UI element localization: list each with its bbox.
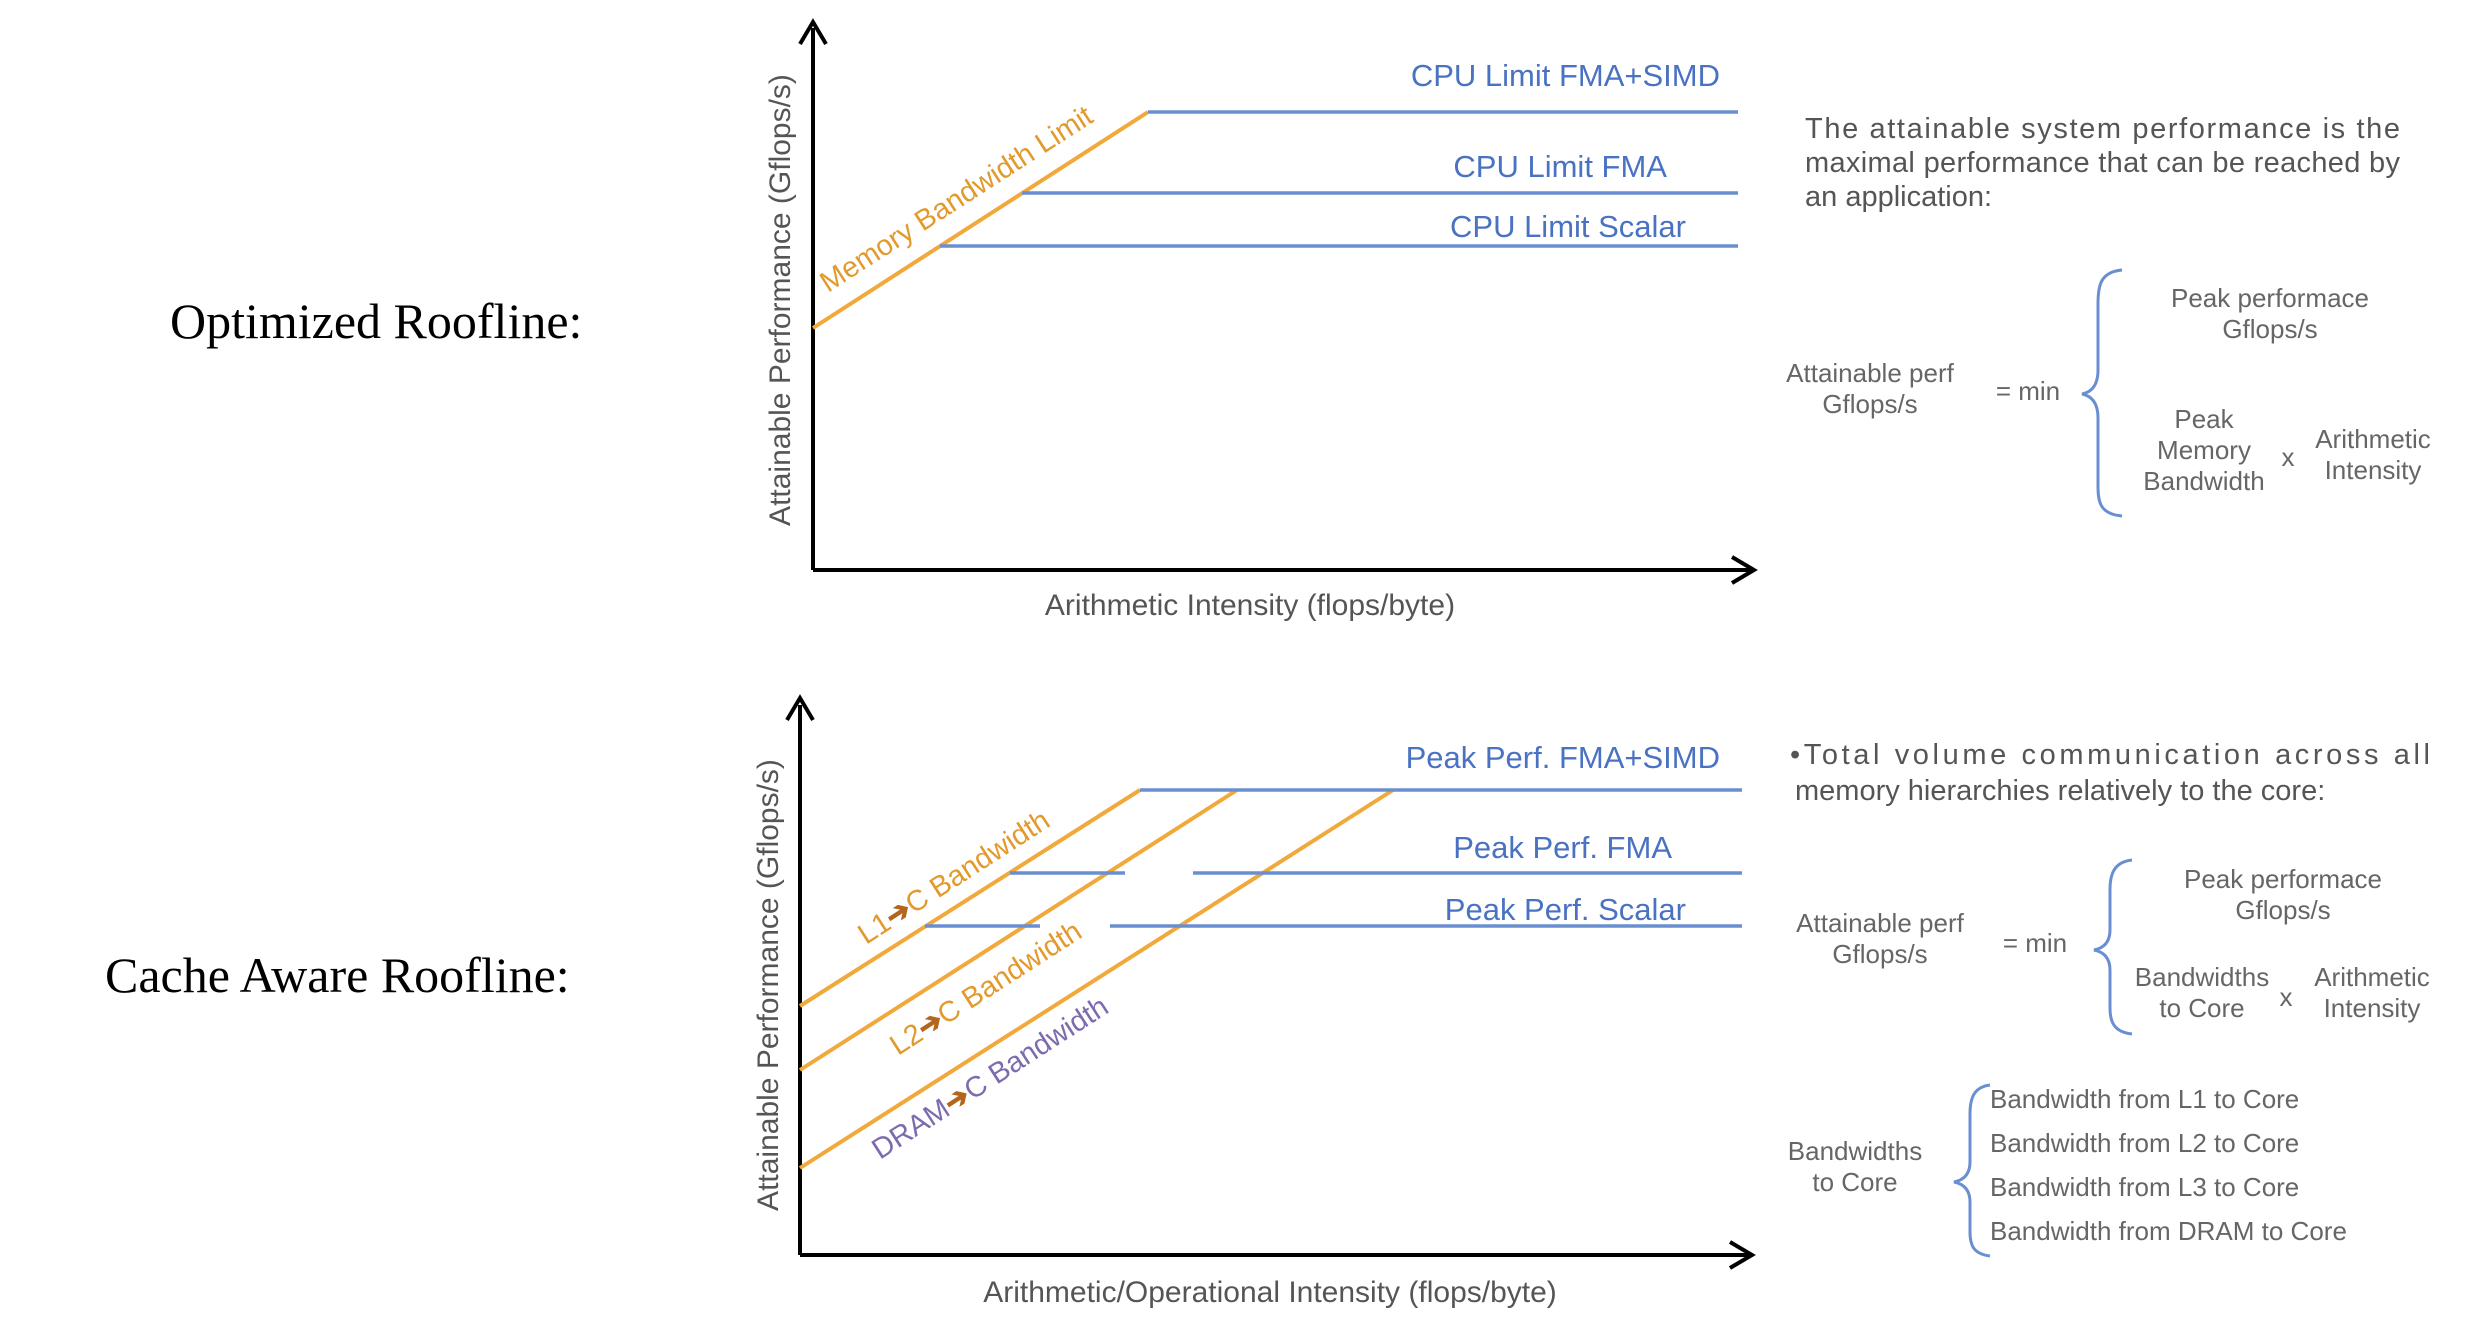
top-formula-min: = min bbox=[1996, 376, 2060, 406]
bottom-formula-lhs-line-1: Attainable perf bbox=[1796, 908, 1964, 938]
top-formula-times: x bbox=[2282, 442, 2295, 472]
top-formula-opt2-left-line-1: Peak bbox=[2174, 404, 2234, 434]
bandwidths-brace bbox=[1953, 1083, 1991, 1258]
bottom-formula-times: x bbox=[2280, 982, 2293, 1012]
cache-aware-roofline-title: Cache Aware Roofline: bbox=[105, 947, 570, 1003]
bottom-formula-opt2-right-line-1: Arithmetic bbox=[2314, 962, 2430, 992]
bottom-formula-brace bbox=[2093, 858, 2133, 1036]
bottom-formula-opt2-right-line-2: Intensity bbox=[2324, 993, 2421, 1023]
peak-perf-scalar-label: Peak Perf. Scalar bbox=[1445, 892, 1686, 927]
memory-bandwidth-limit-line bbox=[811, 110, 1150, 330]
cpu-limit-fma-label: CPU Limit FMA bbox=[1453, 149, 1667, 184]
bottom-formula-opt2-left-line-2: to Core bbox=[2159, 993, 2244, 1023]
bottom-formula-opt1-line-1: Peak performace bbox=[2184, 864, 2382, 894]
dram-bandwidth-label: DRAM➔C Bandwidth bbox=[866, 990, 1114, 1165]
top-x-axis-title: Arithmetic Intensity (flops/byte) bbox=[1045, 589, 1455, 622]
top-formula-lhs-line-1: Attainable perf bbox=[1786, 358, 1954, 388]
l1-bandwidth-line bbox=[798, 788, 1142, 1008]
bandwidth-item-dram: Bandwidth from DRAM to Core bbox=[1990, 1216, 2347, 1246]
bottom-formula-opt1-line-2: Gflops/s bbox=[2235, 895, 2330, 925]
bottom-y-axis-title: Attainable Performance (Gflops/s) bbox=[752, 759, 785, 1211]
memory-bandwidth-limit-label: Memory Bandwidth Limit bbox=[814, 100, 1098, 299]
top-formula-opt2-right-line-1: Arithmetic bbox=[2315, 424, 2431, 454]
bandwidths-lhs-line-2: to Core bbox=[1812, 1167, 1897, 1197]
bottom-x-axis-arrowhead bbox=[1728, 1240, 1756, 1270]
top-formula-opt2-left-line-3: Bandwidth bbox=[2143, 466, 2264, 496]
top-formula-opt1-line-1: Peak performace bbox=[2171, 283, 2369, 313]
cpu-limit-scalar-label: CPU Limit Scalar bbox=[1450, 209, 1686, 244]
bottom-x-axis-title: Arithmetic/Operational Intensity (flops/… bbox=[983, 1276, 1557, 1309]
l2-bandwidth-line bbox=[798, 788, 1239, 1072]
bottom-description-line-1: •Total volume communication across all bbox=[1790, 739, 2430, 771]
bottom-formula-opt2-left-line-1: Bandwidths bbox=[2135, 962, 2269, 992]
top-formula-brace bbox=[2081, 268, 2123, 518]
bottom-y-axis-arrowhead bbox=[785, 694, 815, 722]
bottom-formula-lhs-line-2: Gflops/s bbox=[1832, 939, 1927, 969]
bandwidth-item-l3: Bandwidth from L3 to Core bbox=[1990, 1172, 2299, 1202]
top-y-axis-title: Attainable Performance (Gflops/s) bbox=[764, 74, 797, 526]
top-formula-opt2-left-line-2: Memory bbox=[2157, 435, 2251, 465]
bottom-description-line-2: memory hierarchies relatively to the cor… bbox=[1795, 775, 2325, 807]
bandwidth-item-l1: Bandwidth from L1 to Core bbox=[1990, 1084, 2299, 1114]
peak-perf-fma-simd-label: Peak Perf. FMA+SIMD bbox=[1406, 740, 1720, 775]
top-description-line-1: The attainable system performance is the bbox=[1805, 113, 2400, 145]
top-x-axis-arrowhead bbox=[1730, 555, 1758, 585]
peak-perf-fma-label: Peak Perf. FMA bbox=[1453, 830, 1672, 865]
dram-bandwidth-line bbox=[798, 788, 1395, 1170]
l1-bandwidth-label: L1➔C Bandwidth bbox=[852, 804, 1055, 951]
top-y-axis-arrowhead bbox=[798, 18, 828, 46]
top-formula-lhs-line-2: Gflops/s bbox=[1822, 389, 1917, 419]
top-description-line-3: an application: bbox=[1805, 181, 1992, 213]
optimized-roofline-title: Optimized Roofline: bbox=[170, 293, 582, 349]
bandwidths-lhs-line-1: Bandwidths bbox=[1788, 1136, 1922, 1166]
bandwidth-item-l2: Bandwidth from L2 to Core bbox=[1990, 1128, 2299, 1158]
top-formula-opt2-right-line-2: Intensity bbox=[2325, 455, 2422, 485]
bottom-formula-min: = min bbox=[2003, 928, 2067, 958]
top-description-line-2: maximal performance that can be reached … bbox=[1805, 147, 2401, 179]
top-formula-opt1-line-2: Gflops/s bbox=[2222, 314, 2317, 344]
cpu-limit-fma-simd-label: CPU Limit FMA+SIMD bbox=[1411, 58, 1720, 93]
